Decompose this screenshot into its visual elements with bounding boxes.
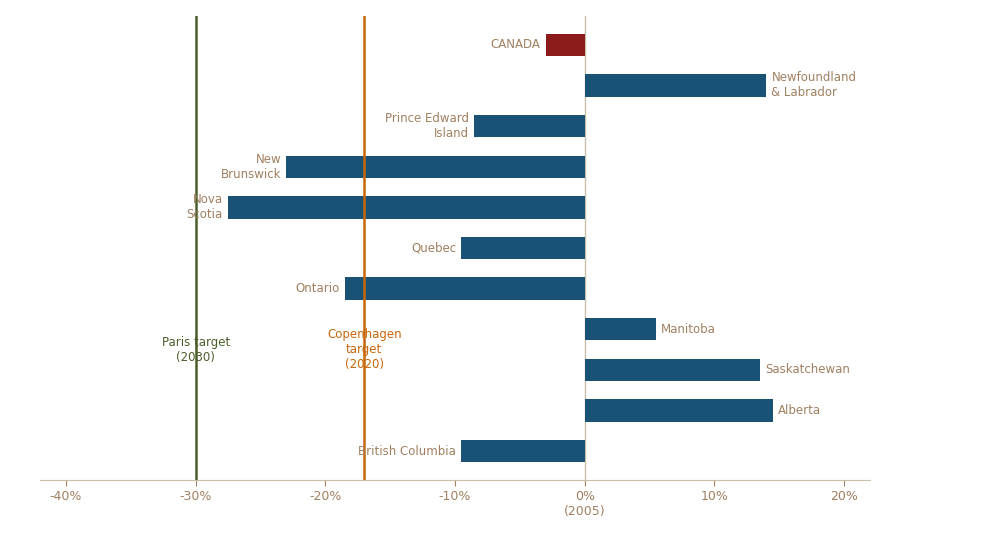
Bar [461, 237, 585, 259]
Bar [286, 155, 585, 178]
Text: Quebec: Quebec [411, 241, 456, 255]
Bar [585, 359, 760, 381]
Text: Ontario: Ontario [295, 282, 340, 295]
Text: Alberta: Alberta [778, 404, 821, 417]
Text: Saskatchewan: Saskatchewan [765, 364, 850, 377]
Bar [228, 196, 585, 219]
Text: Copenhagen
target
(2020): Copenhagen target (2020) [327, 328, 402, 371]
Text: Newfoundland
& Labrador: Newfoundland & Labrador [771, 71, 856, 99]
Bar [585, 318, 656, 341]
Bar [345, 277, 585, 300]
Text: British Columbia: British Columbia [358, 445, 456, 458]
Text: Paris target
(2030): Paris target (2030) [162, 336, 230, 364]
Text: CANADA: CANADA [491, 38, 541, 51]
Bar [474, 115, 585, 137]
Bar [546, 34, 585, 56]
Bar [585, 399, 773, 422]
Bar [585, 74, 766, 96]
Text: Nova
Scotia: Nova Scotia [187, 193, 223, 221]
Text: Prince Edward
Island: Prince Edward Island [385, 112, 469, 140]
Bar [461, 440, 585, 462]
Text: Manitoba: Manitoba [661, 323, 716, 336]
Text: New
Brunswick: New Brunswick [221, 153, 281, 181]
